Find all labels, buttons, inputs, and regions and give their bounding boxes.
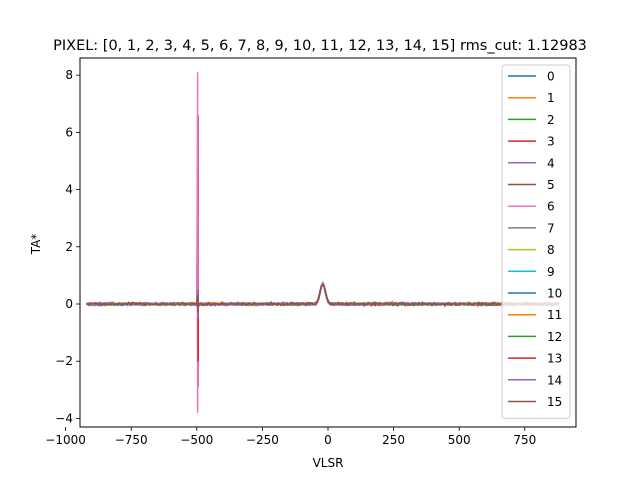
- x-tick-label: −1000: [45, 433, 86, 447]
- legend-label-12: 12: [547, 330, 562, 344]
- legend-label-6: 6: [547, 200, 555, 214]
- legend-label-11: 11: [547, 308, 562, 322]
- y-tick-label: 2: [65, 240, 73, 254]
- y-axis-label: TA*: [29, 234, 43, 256]
- series-13-line: [86, 283, 560, 362]
- legend-label-4: 4: [547, 156, 555, 170]
- y-axis: −4 −2 0 2 4 6 8: [55, 68, 80, 425]
- series-15-line: [86, 283, 560, 313]
- series-1-line: [86, 282, 560, 313]
- legend-label-2: 2: [547, 113, 555, 127]
- x-tick-label: −500: [180, 433, 213, 447]
- x-tick-label: 0: [324, 433, 332, 447]
- series-2-line: [86, 284, 559, 313]
- series-11-line: [86, 283, 560, 313]
- x-tick-label: 250: [382, 433, 405, 447]
- y-tick-label: −2: [55, 354, 73, 368]
- legend-label-13: 13: [547, 352, 562, 366]
- legend-label-14: 14: [547, 373, 562, 387]
- legend-label-7: 7: [547, 221, 555, 235]
- x-axis: −1000 −750 −500 −250 0 250 500 750: [45, 427, 536, 447]
- y-tick-label: 0: [65, 297, 73, 311]
- chart-title: PIXEL: [0, 1, 2, 3, 4, 5, 6, 7, 8, 9, 10…: [53, 38, 587, 54]
- x-tick-label: −750: [115, 433, 148, 447]
- series-6-line: [86, 72, 560, 413]
- series-12-line: [86, 281, 560, 313]
- legend-label-15: 15: [547, 395, 562, 409]
- legend-label-8: 8: [547, 243, 555, 257]
- series-5-line: [86, 283, 560, 316]
- series-3-line: [86, 115, 560, 387]
- series-8-line: [86, 283, 560, 313]
- legend-label-10: 10: [547, 287, 562, 301]
- series-10-line: [86, 281, 560, 313]
- plot-area: [86, 72, 560, 413]
- legend-label-1: 1: [547, 91, 555, 105]
- legend-label-3: 3: [547, 135, 555, 149]
- y-tick-label: 4: [65, 183, 73, 197]
- legend-label-9: 9: [547, 265, 555, 279]
- y-tick-label: −4: [55, 411, 73, 425]
- legend-label-5: 5: [547, 178, 555, 192]
- legend-box: [501, 64, 571, 419]
- y-tick-label: 6: [65, 125, 73, 139]
- x-tick-label: 750: [513, 433, 536, 447]
- legend-label-0: 0: [547, 70, 555, 84]
- x-axis-label: VLSR: [313, 456, 344, 470]
- series-0-line: [86, 282, 559, 319]
- series-7-line: [86, 280, 559, 313]
- x-tick-label: −250: [246, 433, 279, 447]
- y-tick-label: 8: [65, 68, 73, 82]
- series-14-line: [86, 282, 560, 319]
- series-9-line: [86, 282, 559, 313]
- x-tick-label: 500: [448, 433, 471, 447]
